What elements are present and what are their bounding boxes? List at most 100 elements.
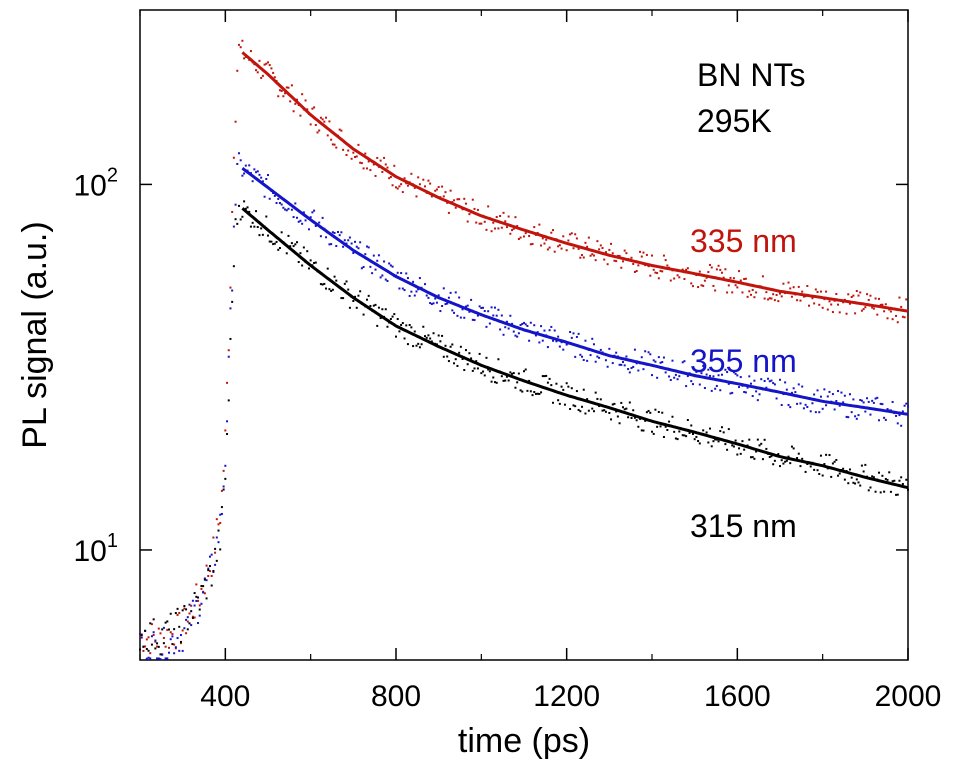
data-point	[447, 296, 450, 299]
data-point	[169, 638, 172, 641]
data-point	[760, 378, 763, 381]
data-point	[342, 297, 345, 300]
data-point	[483, 374, 486, 377]
data-point	[287, 234, 290, 237]
data-point	[900, 424, 903, 427]
data-point	[359, 241, 362, 244]
data-point	[232, 225, 235, 228]
data-point	[453, 311, 456, 314]
data-point	[480, 222, 483, 225]
data-point	[444, 344, 447, 347]
data-point	[734, 284, 737, 287]
data-point	[761, 458, 764, 461]
data-point	[872, 401, 875, 404]
data-point	[724, 368, 727, 371]
data-point	[546, 248, 549, 251]
data-point	[594, 259, 597, 262]
data-point	[775, 293, 778, 296]
data-point	[569, 233, 572, 236]
data-point	[265, 62, 268, 65]
data-point	[483, 310, 486, 313]
data-point	[562, 235, 565, 238]
data-point	[627, 416, 630, 419]
data-point	[383, 260, 386, 263]
data-point	[697, 440, 700, 443]
data-point	[214, 547, 217, 550]
data-point	[248, 164, 251, 167]
data-point	[784, 460, 787, 463]
data-point	[418, 277, 421, 280]
data-point	[234, 203, 237, 206]
data-point	[314, 123, 317, 126]
data-point	[401, 322, 404, 325]
data-point	[512, 227, 515, 230]
data-point	[434, 189, 437, 192]
data-point	[179, 640, 182, 643]
data-point	[869, 486, 872, 489]
data-point	[176, 637, 179, 640]
data-point	[285, 252, 288, 255]
data-point	[495, 314, 498, 317]
data-point	[369, 169, 372, 172]
data-point	[671, 415, 674, 418]
data-point	[741, 440, 744, 443]
data-point	[560, 385, 563, 388]
data-point	[425, 294, 428, 297]
data-point	[357, 247, 360, 250]
data-point	[405, 272, 408, 275]
data-point	[835, 458, 838, 461]
data-point	[214, 563, 217, 566]
data-point	[767, 377, 770, 380]
data-point	[301, 93, 304, 96]
tick-labels: 400 800 1200 1600 2000 101 102	[74, 164, 942, 713]
data-point	[521, 322, 524, 325]
data-point	[618, 255, 621, 258]
data-point	[673, 430, 676, 433]
data-point	[355, 245, 358, 248]
data-point	[220, 512, 223, 515]
data-point	[331, 231, 334, 234]
data-point	[642, 368, 645, 371]
data-point	[487, 205, 490, 208]
data-point	[779, 378, 781, 381]
data-point	[698, 442, 701, 445]
data-point	[744, 391, 747, 394]
data-point	[879, 303, 882, 306]
data-point	[237, 43, 240, 46]
data-point	[872, 476, 875, 479]
data-point	[418, 346, 421, 349]
data-point	[442, 195, 445, 198]
data-point	[848, 468, 851, 471]
data-point	[152, 618, 155, 621]
data-point	[376, 156, 379, 159]
data-point	[801, 457, 804, 460]
data-point	[591, 253, 594, 256]
data-point	[294, 202, 297, 205]
data-point	[342, 148, 345, 151]
data-point	[621, 260, 624, 263]
data-point	[197, 622, 200, 625]
data-point	[174, 647, 177, 650]
data-point	[265, 215, 268, 218]
data-point	[258, 234, 261, 237]
data-point	[367, 160, 370, 163]
data-point	[193, 616, 196, 619]
data-point	[666, 264, 669, 267]
data-point	[691, 432, 694, 435]
data-point	[157, 657, 160, 660]
data-point	[859, 291, 862, 294]
data-point	[463, 369, 466, 372]
data-point	[746, 295, 749, 298]
data-point	[161, 653, 164, 656]
data-point	[359, 290, 362, 293]
data-point	[659, 361, 662, 364]
data-point	[400, 272, 403, 275]
data-point	[454, 358, 457, 361]
data-point	[628, 371, 631, 374]
data-point	[415, 290, 418, 293]
data-point	[662, 356, 665, 359]
data-point	[268, 197, 271, 200]
data-point	[808, 304, 811, 307]
data-point	[410, 290, 413, 293]
data-point	[690, 424, 693, 427]
